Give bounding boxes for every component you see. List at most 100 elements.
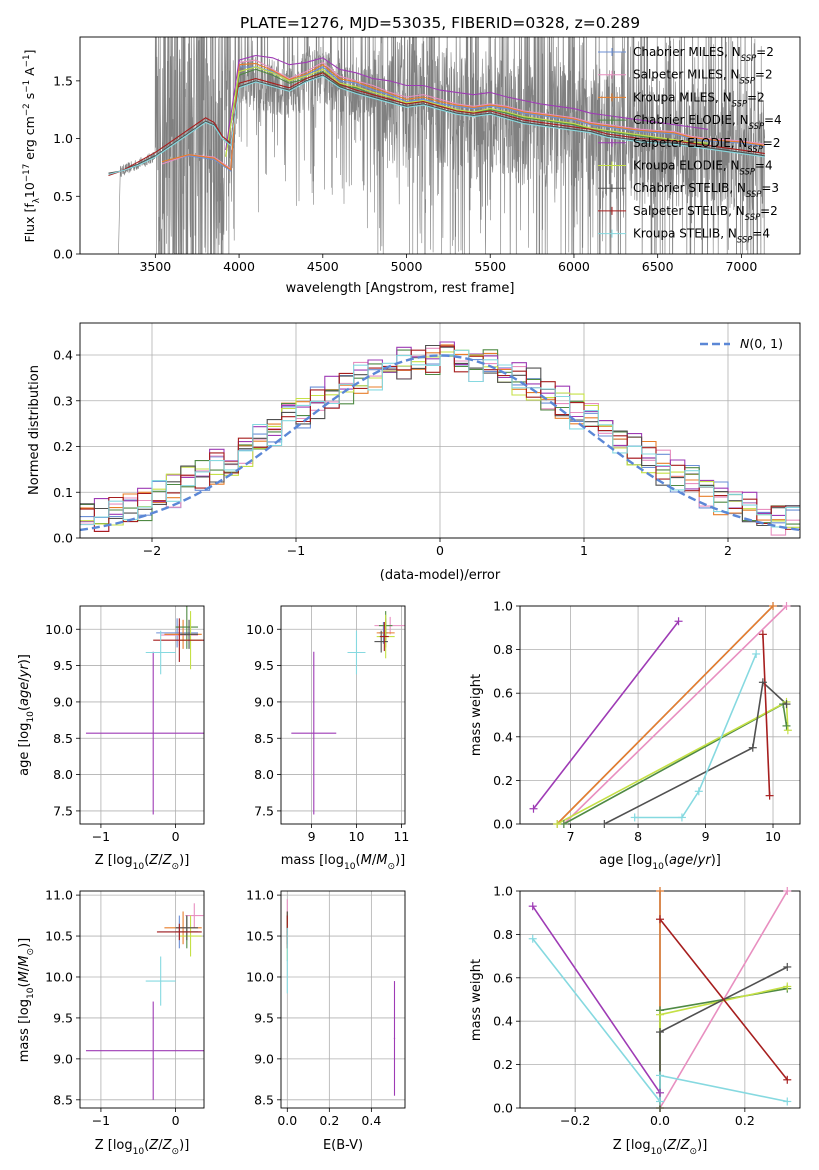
x-tick-label: 4500 (307, 259, 339, 274)
weight-line (603, 680, 788, 824)
weight-line (659, 918, 788, 1081)
panel-residuals: −2 −1 0 1 2 0.0 0.1 0.2 0.3 0.4 N(0, 1) (data-model… (27, 322, 801, 583)
x-tick-label: 0 (436, 543, 444, 558)
x-tick-label: −1 (92, 829, 110, 844)
y-tick-label: 9.5 (53, 658, 73, 673)
legend-gaussian-label: N(0, 1) (740, 336, 783, 351)
x-tick-label: 8 (634, 829, 642, 844)
model-spectrum-line (225, 54, 708, 151)
y-tick-label: 11.0 (246, 888, 274, 903)
axes-frame (79, 890, 205, 1109)
y-tick-label: 0.3 (53, 393, 73, 408)
axes-frame (280, 605, 406, 825)
y-tick-label: 8.5 (53, 731, 73, 746)
y-tick-label: 8.5 (254, 1092, 274, 1107)
weight-line (532, 938, 788, 1104)
x-axis-label: Z [log10(Z/Z⊙)] (613, 1138, 708, 1157)
y-tick-label: 0.6 (493, 686, 513, 701)
y-tick-label: 1.0 (493, 599, 513, 614)
y-tick-label: 0.8 (493, 927, 513, 942)
x-axis-label: E(B-V) (323, 1138, 363, 1153)
y-tick-label: 0.1 (53, 485, 73, 500)
y-tick-label: 9.0 (254, 1051, 274, 1066)
x-tick-label: 9 (702, 829, 710, 844)
x-tick-label: 10 (349, 829, 365, 844)
x-tick-label: 9 (308, 829, 316, 844)
plot-area (291, 611, 405, 815)
x-tick-label: 0.4 (361, 1113, 381, 1128)
y-axis-label: mass weight (469, 959, 484, 1041)
model-spectrum-line (161, 66, 765, 172)
histogram-step (80, 349, 800, 528)
axes-frame (79, 36, 801, 255)
x-tick-label: 0 (172, 1113, 180, 1128)
weight-line (659, 966, 788, 1108)
weight-line (556, 700, 789, 824)
y-tick-label: 0.2 (493, 773, 513, 788)
legend-label: Salpeter MILES, NSSP=2 (633, 68, 773, 86)
y-tick-label: 10.5 (246, 929, 274, 944)
panel-age-vs-Z: −1 0 7.5 8.0 8.5 9.0 9.5 10.0 Z [log10(Z/Z⊙)] age… (17, 605, 205, 872)
y-tick-label: 9.5 (254, 1010, 274, 1025)
x-tick-label: −2 (143, 543, 161, 558)
gaussian-curve (80, 354, 800, 532)
model-spectrum-line (161, 59, 765, 170)
y-tick-label: 0.4 (493, 1014, 513, 1029)
x-tick-label: 1 (580, 543, 588, 558)
model-spectrum-line (225, 66, 708, 158)
y-tick-label: 10.0 (246, 622, 274, 637)
figure-title: PLATE=1276, MJD=53035, FIBERID=0328, z=0… (240, 14, 640, 32)
panel-age-vs-mass: 9 10 11 7.5 8.0 8.5 9.0 9.5 10.0 mass [log10(M/M⊙… (246, 605, 409, 872)
weight-line (532, 620, 680, 810)
y-axis-label: mass weight (469, 674, 484, 756)
y-tick-label: 7.5 (254, 803, 274, 818)
y-tick-label: 0.5 (53, 189, 73, 204)
plot-area (286, 899, 396, 1096)
y-tick-label: 9.5 (53, 1010, 73, 1025)
x-tick-label: −1 (92, 1113, 110, 1128)
y-tick-label: 8.5 (53, 1092, 73, 1107)
x-axis-label: Z [log10(Z/Z⊙)] (95, 1138, 190, 1157)
plot-area (532, 891, 788, 1108)
y-tick-label: 9.5 (254, 658, 274, 673)
y-tick-label: 8.5 (254, 731, 274, 746)
y-tick-label: 11.0 (45, 888, 73, 903)
panel-mass-vs-EBV: 0.0 0.2 0.4 8.5 9.0 9.5 10.0 10.5 11.0 E(B-V) (246, 888, 406, 1153)
y-tick-label: 1.0 (493, 884, 513, 899)
y-tick-label: 1.0 (53, 131, 73, 146)
y-tick-label: 0.8 (493, 642, 513, 657)
plot-area (532, 606, 789, 824)
weight-line (556, 606, 774, 824)
x-tick-label: 10 (765, 829, 781, 844)
weight-line (532, 905, 661, 1094)
y-tick-label: 0.2 (493, 1057, 513, 1072)
model-spectrum-line (108, 75, 765, 175)
axes-frame (280, 890, 406, 1109)
legend-label: Salpeter STELIB, NSSP=2 (633, 204, 778, 222)
observed-spectrum (118, 37, 765, 254)
plot-area (85, 903, 204, 1100)
x-tick-label: 0.0 (650, 1113, 670, 1128)
x-tick-label: 2 (724, 543, 732, 558)
y-tick-label: 8.0 (53, 767, 73, 782)
x-tick-label: 0.0 (277, 1113, 297, 1128)
y-tick-label: 10.0 (45, 969, 73, 984)
axes-frame (79, 605, 205, 825)
legend-label: Chabrier MILES, NSSP=2 (633, 45, 774, 63)
legend-label: Chabrier STELIB, NSSP=3 (633, 181, 779, 199)
y-tick-label: 0.0 (493, 1101, 513, 1116)
legend-label: Salpeter ELODIE, NSSP=2 (633, 136, 781, 154)
weight-line (659, 985, 788, 1108)
x-tick-label: 6500 (642, 259, 674, 274)
plot-area (85, 606, 204, 815)
y-axis-label: age [log10(age/yr)] (17, 654, 36, 776)
y-tick-label: 0.6 (493, 970, 513, 985)
x-axis-label: Z [log10(Z/Z⊙)] (95, 853, 190, 872)
x-axis-label: age [log10(age/yr)] (599, 853, 721, 872)
weight-line (563, 606, 788, 824)
y-tick-label: 10.0 (45, 622, 73, 637)
weight-line (634, 653, 757, 819)
x-axis-label: mass [log10(M/M⊙)] (281, 853, 405, 872)
x-tick-label: 4000 (223, 259, 255, 274)
